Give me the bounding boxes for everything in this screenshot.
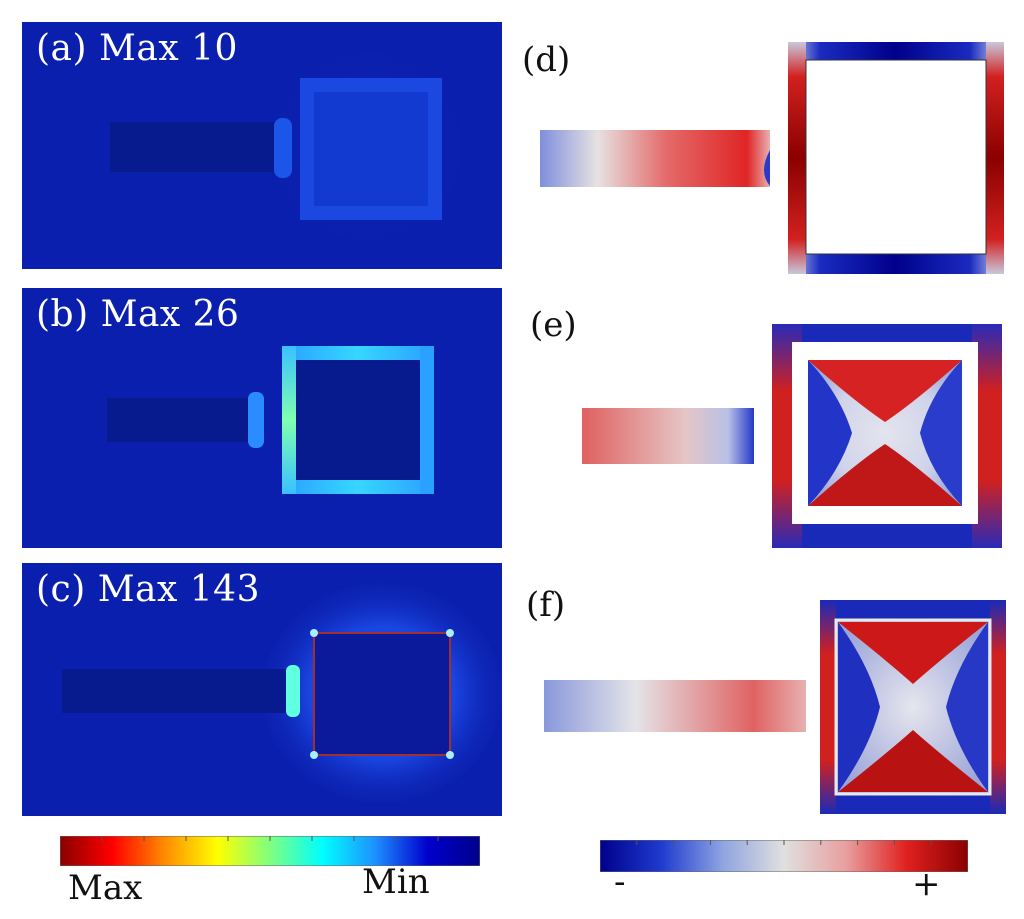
field-plot-b xyxy=(22,288,502,548)
panel-label-c: (c) Max 143 xyxy=(36,569,260,610)
waveguide-d xyxy=(540,130,770,187)
colorbar-charge xyxy=(599,839,969,873)
panel-label-d: (d) xyxy=(522,40,571,80)
waveguide-e xyxy=(582,408,754,464)
gap-c xyxy=(286,665,300,717)
colorbar-charge-gradient xyxy=(599,839,969,873)
colorbar-pos-label: + xyxy=(912,864,941,904)
resonator-c xyxy=(314,633,450,755)
panel-a: (a) Max 10 xyxy=(22,22,502,269)
panel-label-f: (f) xyxy=(526,585,566,625)
colorbar-max-label: Max xyxy=(68,868,143,908)
panel-label-b: (b) Max 26 xyxy=(36,294,240,335)
panel-label-e: (e) xyxy=(530,305,577,345)
colorbar-magnitude xyxy=(59,835,481,867)
panel-b: (b) Max 26 xyxy=(22,288,502,548)
waveguide-a xyxy=(110,122,280,172)
ring-right-d xyxy=(986,42,1004,274)
gap-b xyxy=(248,392,264,448)
ring-top-b xyxy=(282,346,434,360)
ring-top-d xyxy=(788,42,1002,60)
colorbar-neg-label: - xyxy=(614,862,626,902)
colorbar-min-label: Min xyxy=(362,862,430,902)
gap-a xyxy=(274,118,292,178)
colorbar-magnitude-gradient xyxy=(59,835,481,867)
ring-bottom-d xyxy=(788,254,1002,274)
field-plot-a xyxy=(22,22,502,269)
charge-plot-f xyxy=(544,600,1006,814)
panel-d xyxy=(530,40,1024,280)
panel-c: (c) Max 143 xyxy=(22,563,502,816)
waveguide-f xyxy=(544,680,806,732)
ring-bottom-b xyxy=(282,480,434,494)
charge-plot-e xyxy=(582,324,1002,548)
field-plot-c xyxy=(22,563,502,816)
charge-plot-d xyxy=(540,42,1004,274)
waveguide-c xyxy=(62,669,290,713)
panel-e xyxy=(570,322,1010,552)
panel-f xyxy=(540,598,1010,818)
waveguide-b xyxy=(107,398,257,442)
ring-left-b xyxy=(282,346,296,494)
ring-right-b xyxy=(420,346,434,494)
ring-left-d xyxy=(788,42,806,274)
panel-label-a: (a) Max 10 xyxy=(36,28,238,69)
